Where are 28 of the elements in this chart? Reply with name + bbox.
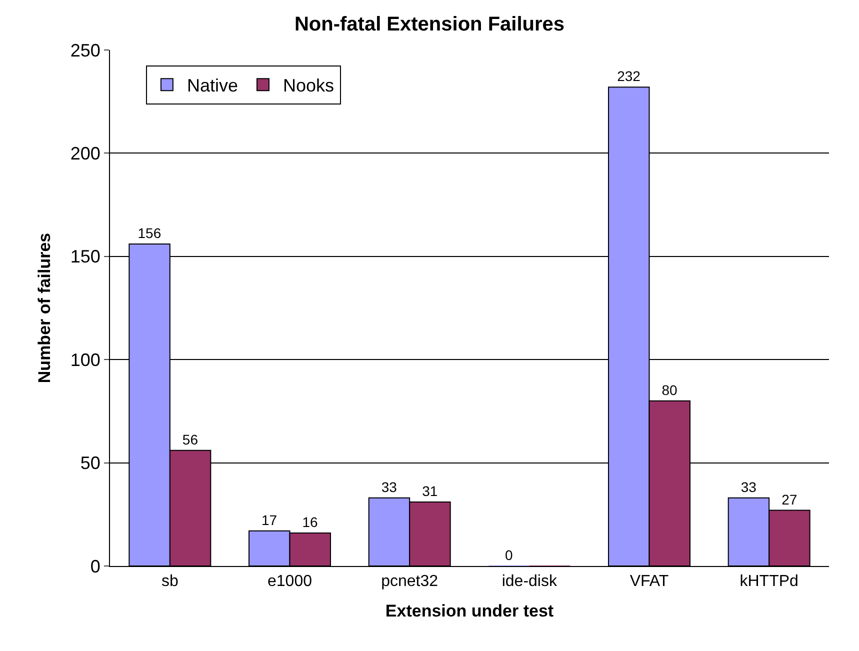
chart-title: Non-fatal Extension Failures: [294, 13, 565, 36]
y-tick-label: 50: [80, 453, 100, 474]
y-tick-label: 100: [70, 350, 100, 370]
x-tick-label: VFAT: [630, 573, 669, 590]
y-tick-label: 250: [70, 40, 100, 60]
legend-label: Nooks: [282, 76, 334, 96]
x-tick-label: e1000: [268, 573, 312, 590]
x-tick-label: kHTTPd: [740, 573, 798, 590]
data-label: 16: [302, 514, 318, 530]
data-label: 17: [261, 512, 278, 528]
y-axis-title: Number of failures: [34, 232, 54, 384]
data-label: 0: [505, 547, 514, 563]
x-axis-title: Extension under test: [385, 602, 554, 621]
data-label: 31: [422, 483, 438, 500]
data-label: 232: [617, 68, 641, 84]
x-tick-label: sb: [161, 573, 178, 590]
y-tick-label: 150: [70, 246, 100, 267]
legend-label: Native: [186, 76, 238, 96]
data-label: 33: [381, 478, 398, 495]
data-label: 156: [138, 225, 162, 242]
y-tick-label: 0: [90, 556, 100, 576]
y-tick-label: 200: [70, 144, 100, 164]
data-label: 27: [782, 491, 798, 508]
data-label: 56: [182, 431, 198, 448]
data-label: 33: [740, 478, 757, 495]
data-label: 80: [662, 382, 678, 398]
x-tick-label: pcnet32: [381, 573, 438, 590]
x-tick-label: ide-disk: [502, 573, 558, 590]
